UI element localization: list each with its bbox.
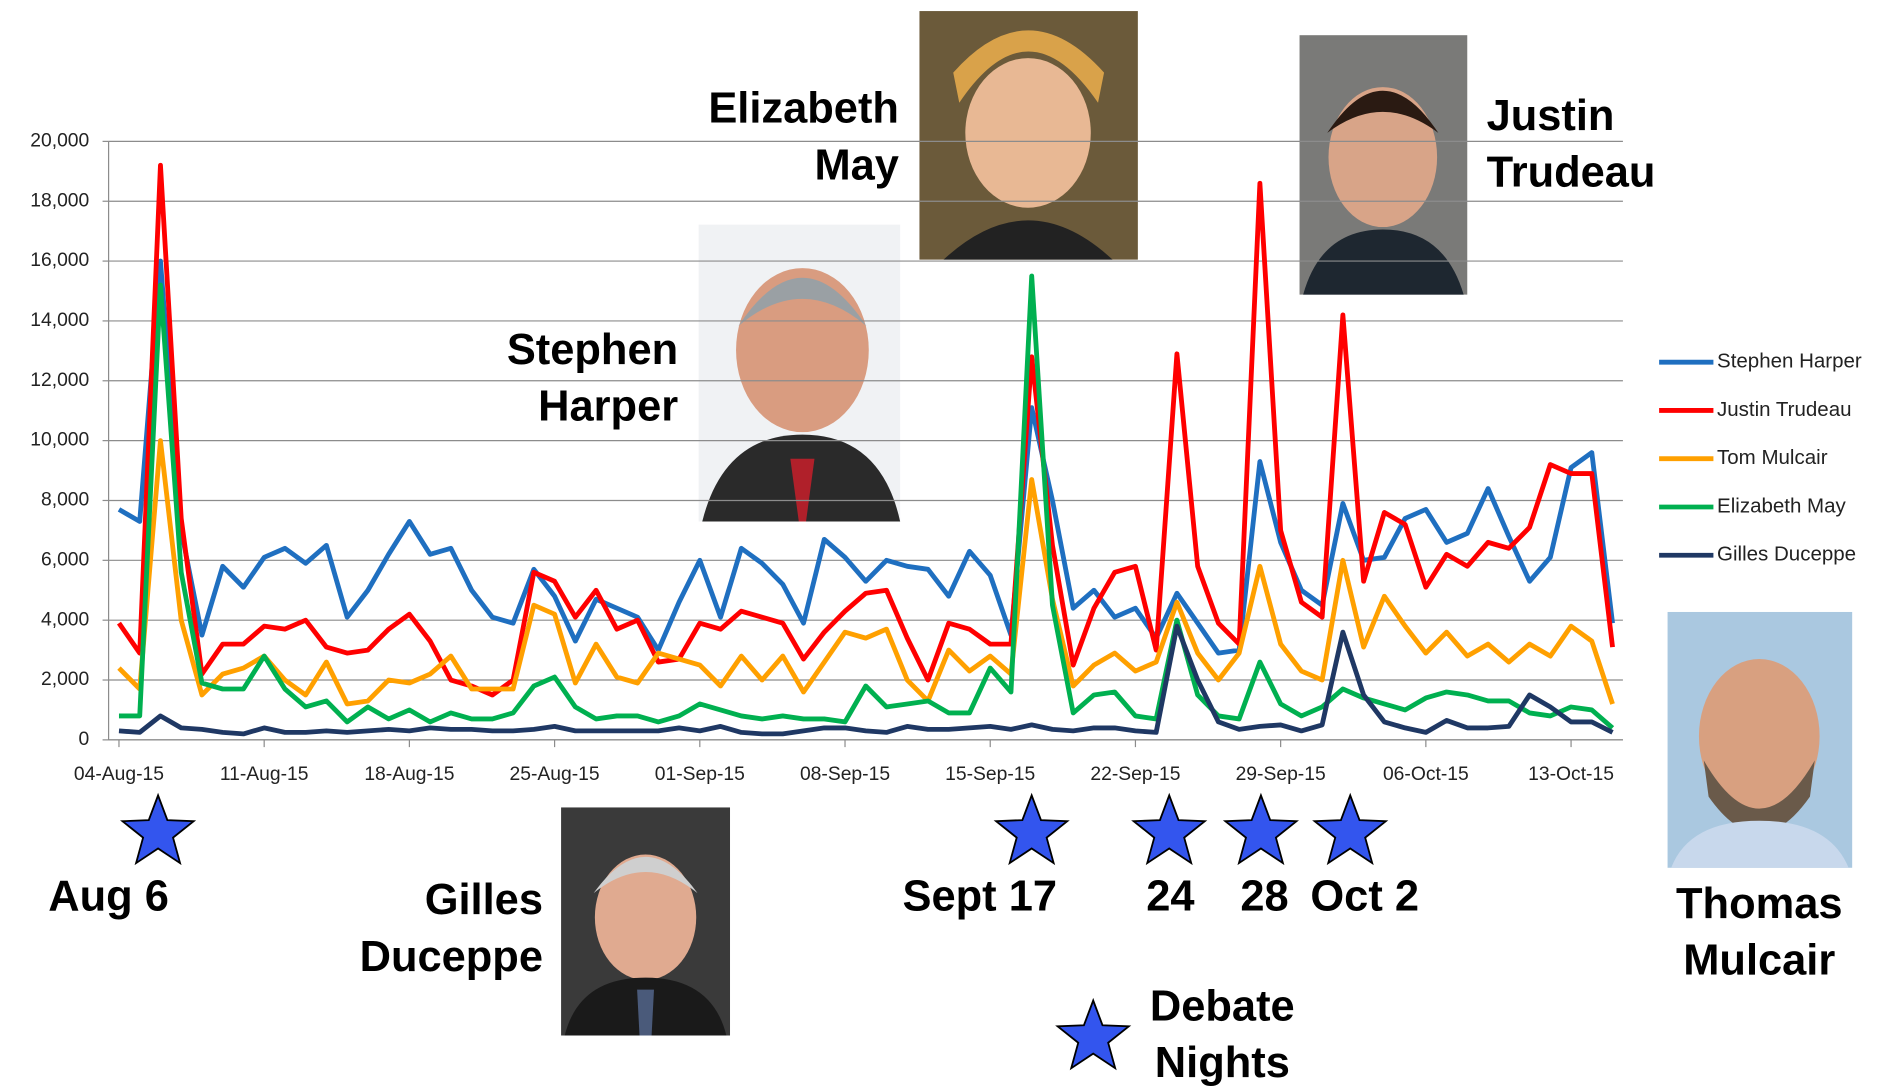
candidate-name: Gilles: [425, 876, 543, 924]
y-tick-label: 18,000: [30, 190, 89, 211]
x-tick-label: 18-Aug-15: [364, 764, 454, 785]
debate-label: Oct 2: [1310, 873, 1419, 921]
debate-label: 24: [1146, 873, 1194, 921]
debate-stars: [120, 792, 1389, 1071]
debate-label: Aug 6: [48, 873, 169, 921]
legend-label: Stephen Harper: [1717, 350, 1862, 373]
y-tick-label: 6,000: [41, 549, 89, 570]
y-tick-label: 2,000: [41, 669, 89, 690]
x-tick-label: 29-Sep-15: [1236, 764, 1326, 785]
candidate-name: Elizabeth: [708, 85, 899, 133]
debate-star: [1312, 792, 1389, 866]
y-tick-label: 4,000: [41, 609, 89, 630]
debate-star: [993, 792, 1070, 866]
x-tick-label: 22-Sep-15: [1090, 764, 1180, 785]
debate-star: [1055, 997, 1132, 1071]
series-line: [118, 623, 1614, 737]
x-tick-label: 04-Aug-15: [74, 764, 164, 785]
x-tick-label: 15-Sep-15: [945, 764, 1035, 785]
x-tick-label: 08-Sep-15: [800, 764, 890, 785]
photo-duceppe: [561, 807, 731, 1036]
y-tick-label: 14,000: [30, 310, 89, 331]
y-tick-label: 8,000: [41, 490, 89, 511]
candidate-name: May: [814, 141, 898, 189]
x-tick-label: 13-Oct-15: [1528, 764, 1614, 785]
candidate-name: Harper: [538, 383, 678, 431]
debate-star: [1131, 792, 1208, 866]
legend-label: Gilles Duceppe: [1717, 543, 1856, 566]
y-tick-label: 12,000: [30, 370, 89, 391]
legend-label: Justin Trudeau: [1717, 398, 1851, 421]
candidate-name: Trudeau: [1487, 149, 1656, 197]
candidate-name: Justin: [1487, 92, 1615, 140]
x-tick-label: 01-Sep-15: [655, 764, 745, 785]
x-tick-label: 11-Aug-15: [220, 764, 309, 785]
candidate-name: Thomas: [1676, 880, 1842, 928]
debate-label: Sept 17: [903, 873, 1057, 921]
debate-legend: Nights: [1155, 1039, 1290, 1087]
debate-legend: Debate: [1150, 982, 1295, 1030]
legend-label: Elizabeth May: [1717, 494, 1847, 517]
debate-label: 28: [1240, 873, 1288, 921]
debate-star: [1222, 792, 1299, 866]
photo-mulcair: [1667, 611, 1853, 868]
photo-may: [919, 11, 1138, 260]
candidate-name: Mulcair: [1683, 937, 1835, 985]
debate-star: [120, 792, 197, 866]
y-tick-label: 10,000: [30, 430, 89, 451]
candidate-name: Stephen: [507, 326, 678, 374]
y-tick-label: 0: [79, 729, 90, 750]
y-tick-label: 16,000: [30, 250, 89, 271]
photo-trudeau: [1299, 35, 1468, 295]
candidate-name: Duceppe: [360, 933, 543, 981]
series-line: [117, 438, 1615, 707]
series-line: [116, 162, 1615, 698]
photo-harper: [698, 224, 901, 522]
photos: [561, 11, 1853, 1036]
x-tick-label: 25-Aug-15: [510, 764, 600, 785]
y-tick-label: 20,000: [30, 130, 89, 151]
legend-label: Tom Mulcair: [1717, 446, 1828, 469]
x-tick-label: 06-Oct-15: [1383, 764, 1469, 785]
